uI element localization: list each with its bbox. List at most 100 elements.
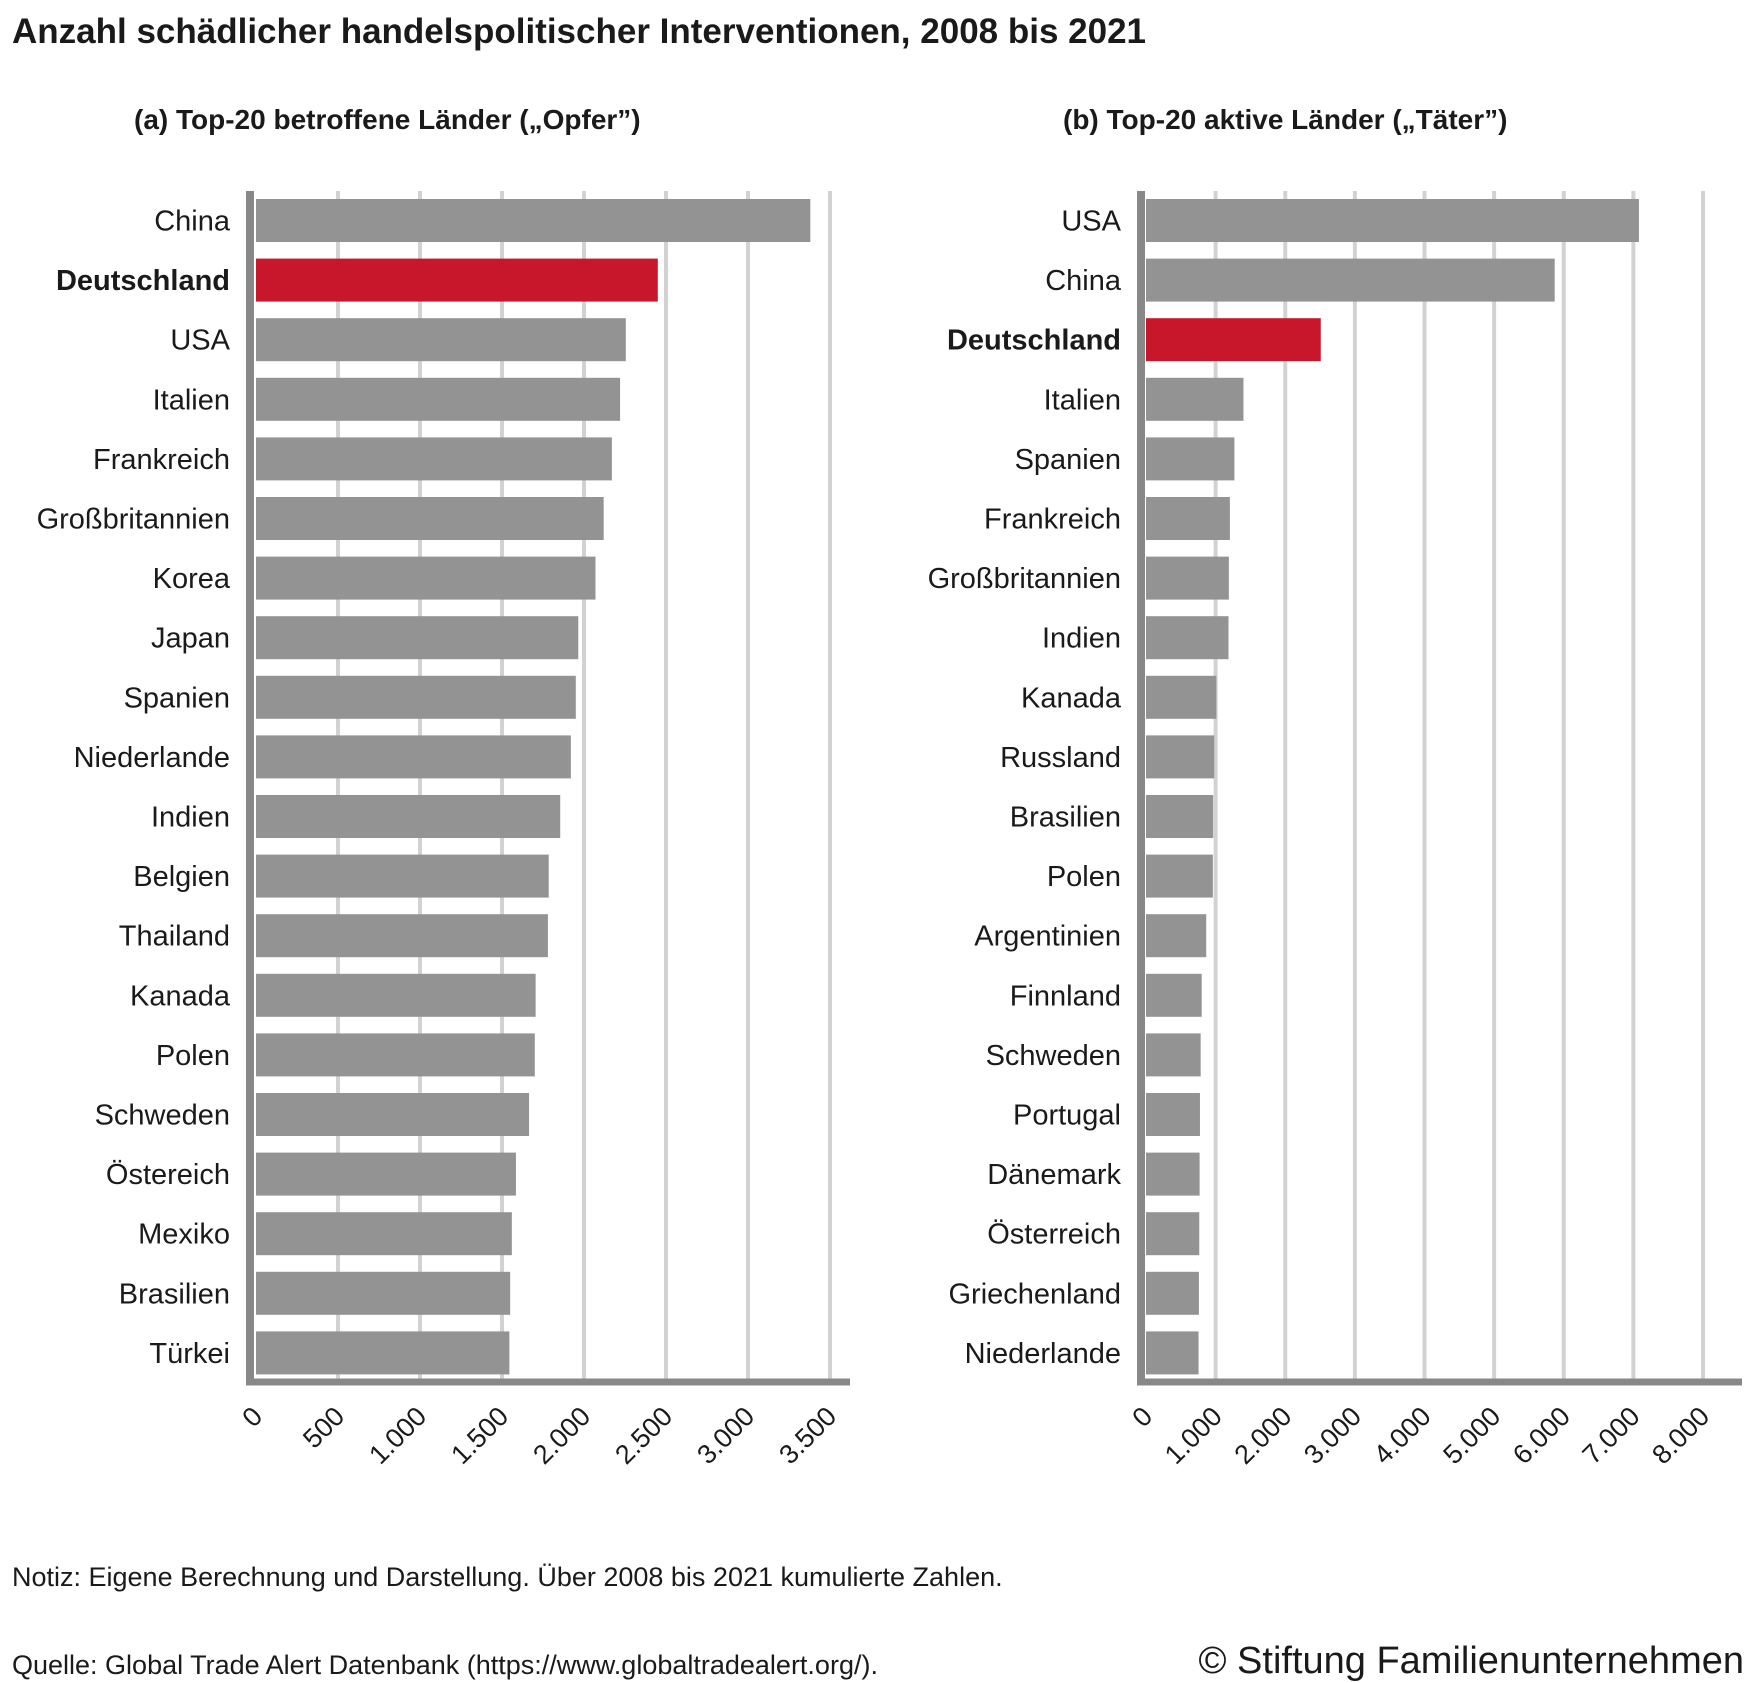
bar-polen	[1146, 854, 1213, 898]
bar-türkei	[256, 1331, 510, 1375]
x-tick-label: 500	[297, 1401, 350, 1454]
category-label: Thailand	[119, 921, 230, 953]
category-label: Indien	[1042, 623, 1121, 655]
category-label: Indien	[151, 802, 230, 834]
x-tick-label: 1.500	[445, 1401, 514, 1470]
category-label: Kanada	[1021, 682, 1122, 714]
category-label: Italien	[1044, 384, 1121, 416]
category-label: Kanada	[130, 980, 231, 1012]
bar-österreich	[1146, 1212, 1200, 1256]
bar-china	[256, 199, 811, 242]
bar-indien	[256, 795, 561, 838]
category-label: Japan	[151, 623, 230, 655]
category-label: Mexiko	[138, 1219, 230, 1251]
chart-title: Anzahl schädlicher handelspolitischer In…	[12, 12, 1146, 51]
category-label: Großbritannien	[928, 563, 1121, 595]
bar-italien	[1146, 377, 1244, 421]
bar-china	[1146, 258, 1555, 302]
category-label: Deutschland	[56, 265, 230, 297]
bar-finnland	[1146, 973, 1202, 1017]
bar-brasilien	[256, 1271, 511, 1315]
category-label: Dänemark	[987, 1159, 1121, 1191]
bar-spanien	[1146, 437, 1235, 481]
bar-kanada	[1146, 675, 1217, 719]
x-tick-label: 4.000	[1368, 1401, 1437, 1470]
x-tick-label: 3.000	[691, 1401, 760, 1470]
bar-usa	[1146, 199, 1639, 242]
category-label: Schweden	[986, 1040, 1121, 1072]
x-tick-label: 6.000	[1507, 1401, 1576, 1470]
bar-kanada	[256, 973, 536, 1017]
note-text: Notiz: Eigene Berechnung und Darstellung…	[12, 1562, 1003, 1592]
bar-frankreich	[256, 437, 612, 481]
category-label: Spanien	[124, 682, 230, 714]
category-label: China	[1045, 265, 1122, 297]
category-label: Frankreich	[984, 504, 1121, 536]
bar-schweden	[1146, 1033, 1201, 1077]
category-label: China	[154, 206, 231, 238]
bar-russland	[1146, 735, 1215, 779]
category-label: Russland	[1000, 742, 1121, 774]
category-label: Polen	[1047, 861, 1121, 893]
bar-mexiko	[256, 1212, 512, 1256]
x-tick-label: 0	[236, 1401, 268, 1433]
category-label: Griechenland	[949, 1278, 1122, 1310]
source-text: Quelle: Global Trade Alert Datenbank (ht…	[12, 1650, 878, 1680]
category-label: Korea	[153, 563, 231, 595]
bar-korea	[256, 556, 596, 600]
bar-portugal	[1146, 1093, 1200, 1136]
category-label: Brasilien	[1010, 802, 1121, 834]
x-tick-label: 1.000	[363, 1401, 432, 1470]
category-label: Österreich	[987, 1219, 1121, 1251]
bar-östereich	[256, 1152, 516, 1196]
bar-großbritannien	[256, 497, 604, 540]
category-label: Argentinien	[974, 921, 1121, 953]
category-label: USA	[1061, 206, 1121, 238]
bar-polen	[256, 1033, 535, 1077]
bar-thailand	[256, 914, 548, 958]
bar-deutschland	[256, 258, 658, 302]
category-label: Niederlande	[74, 742, 230, 774]
bar-belgien	[256, 854, 549, 898]
bar-niederlande	[256, 735, 571, 779]
category-label: Belgien	[133, 861, 230, 893]
bar-brasilien	[1146, 795, 1214, 838]
category-label: Türkei	[149, 1338, 230, 1370]
x-tick-label: 3.000	[1298, 1401, 1367, 1470]
x-tick-label: 8.000	[1646, 1401, 1715, 1470]
category-label: Schweden	[95, 1100, 230, 1132]
category-label: USA	[170, 325, 230, 357]
panel-a-title: (a) Top-20 betroffene Länder („Opfer”)	[134, 104, 641, 135]
bar-niederlande	[1146, 1331, 1199, 1375]
category-label: Finnland	[1010, 980, 1121, 1012]
bar-japan	[256, 616, 579, 660]
x-tick-label: 3.500	[773, 1401, 842, 1470]
bar-griechenland	[1146, 1271, 1199, 1315]
bar-argentinien	[1146, 914, 1207, 958]
x-tick-label: 5.000	[1437, 1401, 1506, 1470]
category-label: Portugal	[1013, 1100, 1121, 1132]
bar-großbritannien	[1146, 556, 1229, 600]
category-label: Großbritannien	[37, 504, 230, 536]
x-tick-label: 1.000	[1159, 1401, 1228, 1470]
bar-frankreich	[1146, 497, 1230, 540]
x-tick-label: 0	[1126, 1401, 1158, 1433]
panel-b-title: (b) Top-20 aktive Länder („Täter”)	[1063, 104, 1508, 135]
bar-indien	[1146, 616, 1229, 660]
category-label: Niederlande	[965, 1338, 1121, 1370]
category-label: Frankreich	[93, 444, 230, 476]
category-label: Deutschland	[947, 325, 1121, 357]
category-label: Östereich	[106, 1159, 230, 1191]
category-label: Spanien	[1015, 444, 1121, 476]
x-tick-label: 2.500	[609, 1401, 678, 1470]
x-tick-label: 2.000	[1228, 1401, 1297, 1470]
x-tick-label: 7.000	[1577, 1401, 1646, 1470]
category-label: Polen	[156, 1040, 230, 1072]
bar-deutschland	[1146, 318, 1321, 362]
bar-usa	[256, 318, 626, 362]
panel-b: USA China Deutschland Italien Spanien Frankre…	[928, 191, 1742, 1470]
copyright-text: © Stiftung Familienunternehmen	[1198, 1640, 1744, 1682]
panel-a: China Deutschland USA Italien Frankreich Groß…	[37, 191, 850, 1470]
category-label: Italien	[153, 384, 230, 416]
bar-dänemark	[1146, 1152, 1200, 1196]
